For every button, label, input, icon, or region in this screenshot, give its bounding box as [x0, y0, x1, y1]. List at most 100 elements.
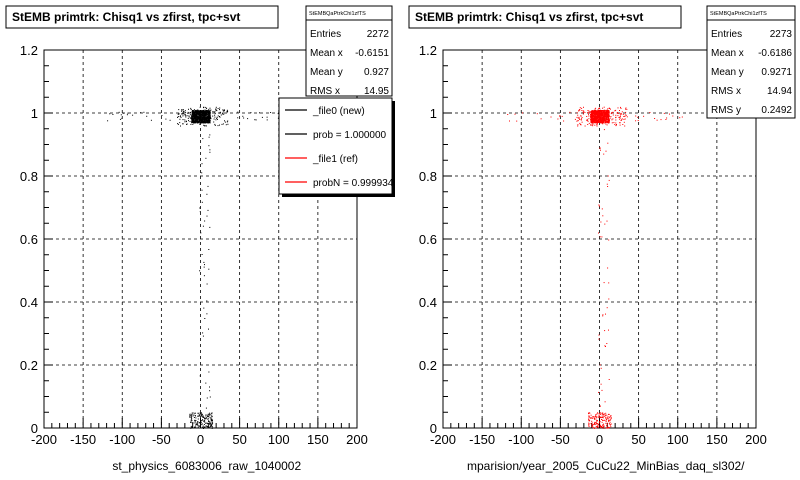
data-point	[603, 111, 605, 113]
data-point	[596, 121, 598, 123]
data-point	[201, 414, 203, 416]
data-point	[219, 109, 220, 111]
data-point	[592, 115, 594, 117]
data-point	[199, 123, 201, 125]
data-point	[594, 115, 596, 117]
data-point	[604, 113, 606, 115]
data-point	[605, 121, 606, 123]
data-point	[127, 112, 129, 114]
data-point	[210, 423, 212, 425]
data-point	[620, 113, 622, 115]
data-point	[211, 424, 213, 426]
data-point	[577, 117, 579, 119]
data-point	[606, 414, 608, 416]
data-point	[259, 112, 260, 114]
data-point	[576, 120, 578, 122]
data-point	[201, 112, 203, 114]
data-point	[590, 120, 592, 122]
data-point	[637, 116, 639, 118]
data-point	[204, 110, 206, 112]
data-point	[198, 116, 200, 118]
data-point	[608, 427, 610, 429]
data-point	[199, 106, 201, 108]
data-point	[204, 264, 205, 266]
data-point	[601, 236, 603, 238]
data-point	[597, 427, 599, 429]
data-point	[218, 112, 220, 114]
data-point	[607, 417, 608, 419]
data-point	[181, 113, 183, 115]
data-point	[604, 119, 606, 121]
data-point	[602, 426, 604, 428]
stats-label: Mean y	[310, 67, 343, 78]
data-point	[599, 412, 601, 414]
data-point	[208, 120, 209, 121]
data-point	[596, 111, 598, 113]
data-point	[209, 421, 211, 423]
data-point	[208, 427, 210, 429]
data-point	[608, 239, 610, 241]
data-point	[206, 215, 208, 217]
data-point	[581, 110, 583, 111]
y-tick-label: 1.2	[20, 43, 38, 58]
data-point	[202, 113, 204, 115]
data-point	[603, 153, 605, 155]
data-point	[204, 125, 205, 127]
data-point	[187, 111, 189, 113]
data-point	[605, 115, 607, 117]
data-point	[213, 111, 215, 113]
data-point	[588, 112, 589, 114]
data-point	[208, 145, 210, 147]
data-point	[605, 119, 607, 121]
data-point	[615, 119, 617, 121]
data-point	[191, 116, 193, 118]
data-point	[192, 113, 194, 115]
data-point	[599, 115, 601, 117]
data-point	[598, 115, 600, 117]
data-point	[201, 119, 203, 121]
data-point	[222, 123, 224, 125]
data-point	[194, 109, 196, 111]
data-point	[214, 124, 216, 126]
data-point	[593, 117, 595, 119]
data-point	[195, 110, 196, 112]
data-point	[592, 425, 594, 427]
data-point	[592, 115, 594, 116]
data-point	[192, 123, 194, 125]
scatter-panel-right: -200 -150 -100 -50 0 50 100 150 200 0 0.2 0.4 0.6 0.8…	[408, 5, 796, 473]
data-point	[200, 111, 202, 113]
data-point	[599, 109, 601, 111]
data-point	[206, 117, 208, 119]
data-point	[604, 118, 606, 120]
data-point	[606, 343, 608, 344]
data-point	[611, 119, 613, 121]
data-point	[202, 117, 204, 119]
data-point	[577, 120, 579, 122]
data-point	[598, 417, 600, 419]
data-point	[611, 112, 613, 114]
data-point	[601, 421, 603, 423]
data-point	[603, 427, 605, 429]
data-point	[608, 420, 610, 422]
stats-value: 2272	[367, 29, 390, 40]
data-point	[192, 118, 193, 120]
data-point	[199, 110, 201, 111]
y-tick-label: 0	[430, 421, 437, 436]
data-point	[595, 118, 597, 120]
data-point	[195, 112, 197, 114]
data-point	[266, 119, 268, 121]
data-point	[203, 112, 205, 114]
data-point	[184, 110, 186, 112]
data-point	[601, 122, 603, 124]
data-point	[187, 113, 189, 114]
data-point	[601, 121, 603, 123]
data-point	[209, 112, 211, 114]
data-point	[193, 112, 195, 114]
data-point	[207, 117, 209, 119]
data-point	[207, 109, 209, 111]
data-point	[594, 118, 596, 120]
data-point	[583, 110, 585, 112]
data-point	[595, 426, 597, 427]
data-point	[602, 314, 604, 316]
data-point	[140, 112, 142, 114]
